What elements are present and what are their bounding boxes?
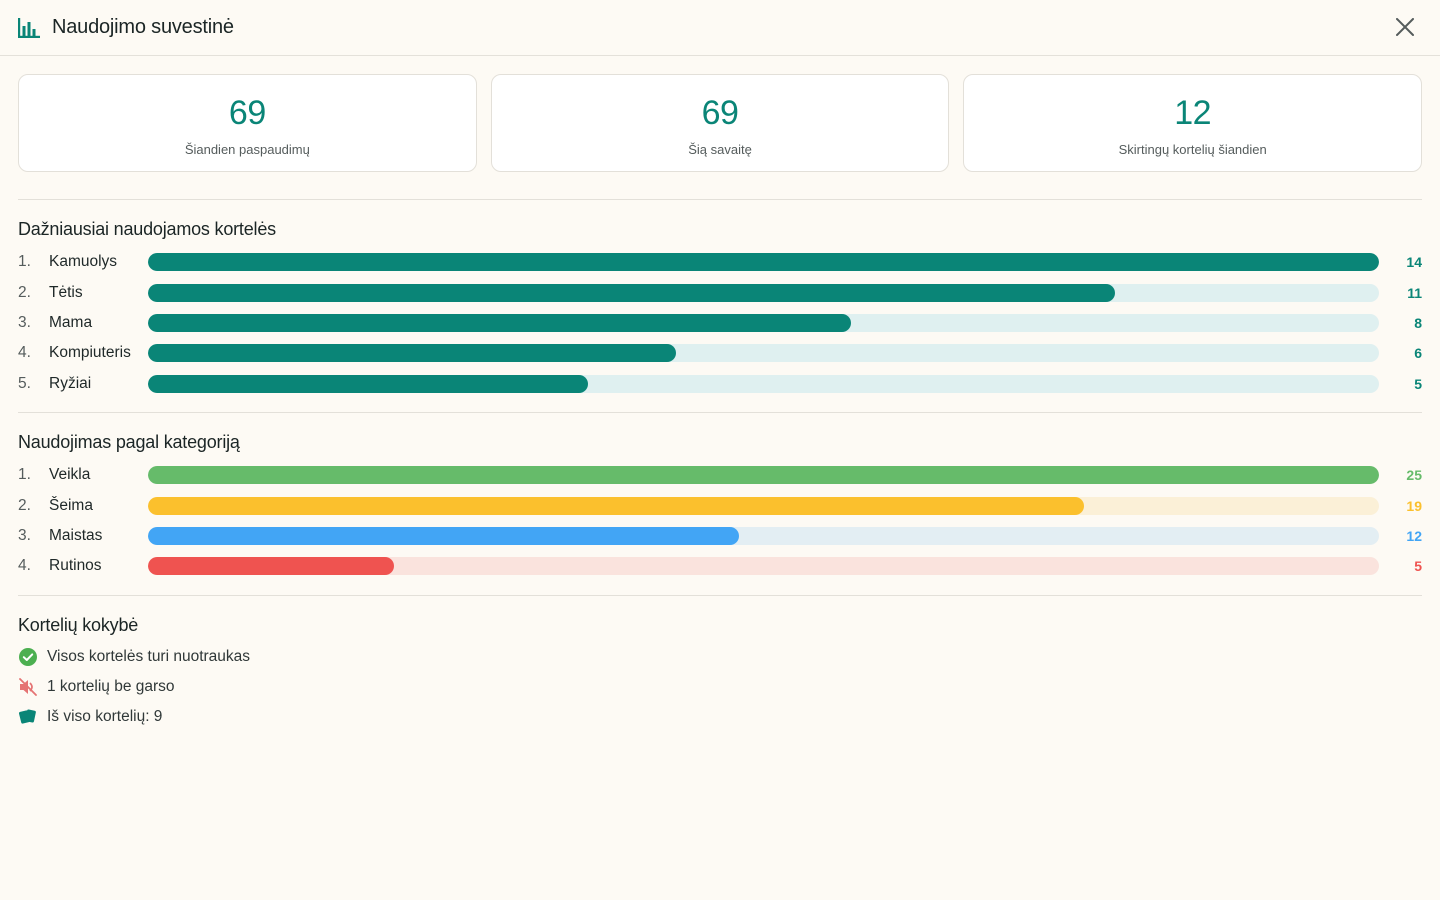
close-button[interactable]: [1392, 14, 1418, 40]
bar-row: 4. Rutinos 5: [18, 551, 1422, 581]
stat-label: Šią savaitę: [688, 141, 752, 157]
bar-rank: 5.: [18, 374, 31, 392]
stat-value: 12: [1174, 93, 1212, 132]
bar-row: 1. Veikla 25: [18, 460, 1422, 490]
bar-count: 19: [1406, 497, 1422, 514]
bar-fill: [148, 283, 1116, 302]
quality-item-total: Iš viso kortelių: 9: [18, 702, 1422, 732]
page-title: Naudojimo suvestinė: [52, 16, 234, 38]
bar-rank: 1.: [18, 253, 31, 271]
bar-fill: [148, 496, 1084, 515]
bar-label: Tėtis: [49, 283, 83, 301]
bar-rank: 1.: [18, 466, 31, 484]
muted-speaker-icon: [18, 677, 38, 697]
stat-value: 69: [701, 93, 739, 132]
section-title: Kortelių kokybė: [18, 614, 139, 635]
bar-track: [148, 344, 1379, 363]
bar-row: 2. Šeima 19: [18, 490, 1422, 520]
quality-item-audio: 1 kortelių be garso: [18, 672, 1422, 702]
bar-label: Kamuolys: [49, 253, 118, 271]
bar-track: [148, 466, 1379, 485]
check-circle-icon: [18, 647, 38, 667]
bar-label: Rutinos: [49, 557, 102, 575]
stats-row: 69 Šiandien paspaudimų 69 Šią savaitę 12…: [0, 56, 1440, 172]
bar-fill: [148, 526, 739, 545]
bar-fill: [148, 557, 395, 576]
bar-track: [148, 313, 1379, 332]
categories-chart: 1. Veikla 25 2. Šeima 19 3. Maistas 12 4. Rutinos 5: [18, 460, 1422, 582]
bar-rank: 3.: [18, 526, 31, 544]
quality-text: Visos kortelės turi nuotraukas: [47, 647, 251, 665]
bar-track: [148, 253, 1379, 272]
bar-fill: [148, 313, 852, 332]
bar-chart-icon: [18, 16, 42, 40]
bar-track: [148, 557, 1379, 576]
bar-row: 2. Tėtis 11: [18, 277, 1422, 307]
quality-text: 1 kortelių be garso: [47, 678, 175, 696]
bar-track: [148, 374, 1379, 393]
section-title: Dažniausiai naudojamos kortelės: [18, 219, 276, 239]
bar-count: 14: [1406, 254, 1422, 271]
bar-track: [148, 526, 1379, 545]
bar-label: Šeima: [49, 496, 93, 514]
bar-row: 3. Mama 8: [18, 308, 1422, 338]
bar-track: [148, 496, 1379, 515]
quality-item-photos: Visos kortelės turi nuotraukas: [18, 642, 1422, 672]
categories-section: Naudojimas pagal kategoriją 1. Veikla 25 2.…: [0, 413, 1440, 582]
close-icon: [1396, 18, 1414, 36]
bar-count: 11: [1407, 284, 1422, 301]
section-divider: [18, 199, 1422, 200]
bar-fill: [148, 374, 588, 393]
bar-rank: 4.: [18, 557, 31, 575]
bar-rank: 4.: [18, 344, 31, 362]
header-bar: Naudojimo suvestinė: [0, 0, 1440, 56]
bar-label: Kompiuteris: [49, 344, 131, 362]
bar-count: 25: [1406, 467, 1422, 484]
bar-row: 1. Kamuolys 14: [18, 247, 1422, 277]
top-cards-chart: 1. Kamuolys 14 2. Tėtis 11 3. Mama 8 4. Kompiuteri…: [18, 247, 1422, 399]
stat-label: Skirtingų kortelių šiandien: [1118, 141, 1267, 157]
section-divider: [18, 594, 1422, 596]
section-title: Naudojimas pagal kategoriją: [18, 431, 240, 452]
bar-count: 8: [1414, 314, 1422, 331]
bar-count: 5: [1414, 558, 1422, 575]
stat-label: Šiandien paspaudimų: [184, 141, 310, 157]
bar-fill: [148, 344, 676, 363]
bar-count: 12: [1406, 527, 1422, 544]
quality-text: Iš viso kortelių: 9: [47, 708, 163, 726]
bar-rank: 3.: [18, 313, 31, 331]
quality-section: Kortelių kokybė Visos kortelės turi nuot…: [0, 596, 1440, 733]
bar-track: [148, 283, 1379, 302]
section-divider: [18, 411, 1422, 413]
stat-card-distinct-cards: 12 Skirtingų kortelių šiandien: [963, 74, 1423, 172]
bar-label: Veikla: [49, 466, 91, 484]
bar-label: Ryžiai: [49, 374, 92, 392]
bar-count: 5: [1414, 375, 1422, 392]
bar-fill: [148, 253, 1379, 272]
stat-card-this-week: 69 Šią savaitę: [490, 74, 950, 172]
bar-rank: 2.: [18, 283, 31, 301]
stat-value: 69: [228, 93, 266, 132]
bar-row: 5. Ryžiai 5: [18, 369, 1422, 399]
bar-rank: 2.: [18, 496, 31, 514]
stat-card-today-clicks: 69 Šiandien paspaudimų: [18, 74, 477, 172]
bar-fill: [148, 466, 1379, 485]
top-cards-section: Dažniausiai naudojamos kortelės 1. Kamuol…: [0, 200, 1440, 399]
bar-count: 6: [1414, 345, 1422, 362]
bar-row: 4. Kompiuteris 6: [18, 338, 1422, 368]
bar-row: 3. Maistas 12: [18, 521, 1422, 551]
bar-label: Mama: [49, 313, 93, 331]
cards-icon: [18, 707, 38, 727]
bar-label: Maistas: [49, 526, 103, 544]
